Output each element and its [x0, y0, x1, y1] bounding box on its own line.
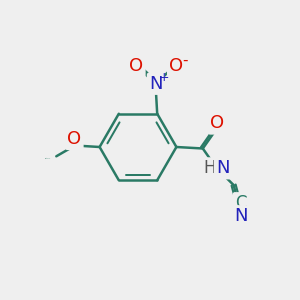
Text: C: C: [235, 194, 246, 212]
Text: O: O: [67, 130, 82, 148]
Text: N: N: [234, 207, 247, 225]
Text: H: H: [203, 159, 216, 177]
Text: N: N: [149, 75, 163, 93]
Text: N: N: [216, 159, 230, 177]
Text: methoxy: methoxy: [45, 158, 51, 159]
Text: O: O: [210, 115, 224, 133]
Text: +: +: [159, 71, 170, 84]
Text: O: O: [129, 57, 143, 75]
Text: -: -: [182, 53, 187, 68]
Text: O: O: [169, 57, 183, 75]
